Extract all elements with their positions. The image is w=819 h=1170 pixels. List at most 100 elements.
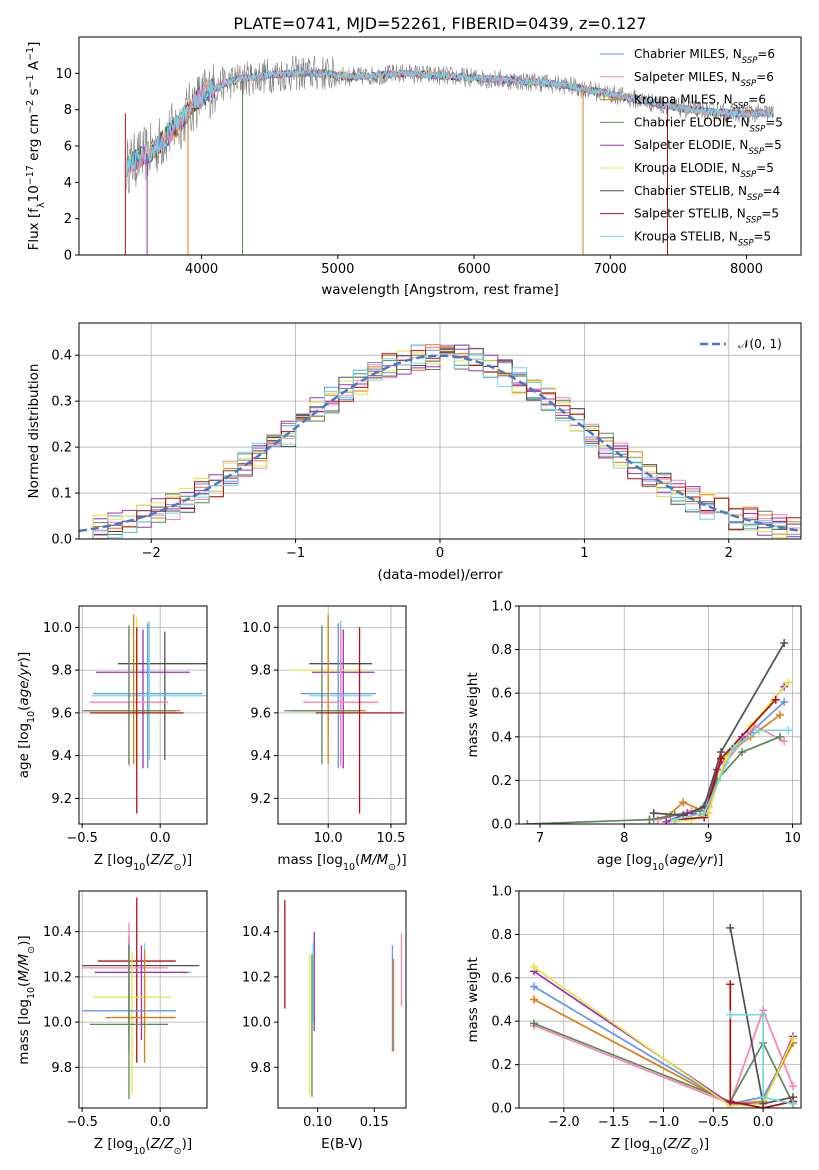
weight-marker-salpeter_stelib: [726, 980, 735, 989]
weight_vs_age-axes: 7 8 9 10 0.0 0.2 0.4 0.6 0.8 1.0: [491, 600, 802, 846]
y-tick-label: 0.4: [51, 349, 72, 364]
y-tick-label: 9.4: [51, 749, 72, 764]
spectrum-frame: [78, 36, 802, 256]
y-tick-label: 0.0: [51, 533, 72, 548]
legend-entry-chabrier_miles: Chabrier MILES, NSSP=6: [634, 47, 775, 66]
x-tick-label: 5000: [321, 262, 354, 277]
gaussian-curve: [79, 354, 801, 533]
weight-marker-kroupa_stelib: [726, 1010, 735, 1019]
weight_vs_age-grid: [519, 605, 801, 825]
x-tick-label: −2: [142, 546, 161, 561]
weight-marker-chabrier_stelib: [649, 809, 658, 818]
weight-line-chabrier_stelib: [653, 642, 785, 817]
weight-marker-chabrier_elodie: [523, 820, 532, 824]
weight-marker-kroupa_stelib: [789, 1099, 798, 1108]
y-tick-label: 2: [64, 212, 72, 227]
mass_vs_Z-axes: −0.5 0.0 9.8 10.0 10.2 10.4: [43, 890, 208, 1130]
y-tick-label: 10.2: [242, 970, 271, 985]
mass_vs_Z-grid: [79, 891, 207, 1108]
weight-marker-chabrier_miles: [529, 982, 538, 991]
y-tick-label: 9.8: [250, 1061, 271, 1076]
weight_vs_Z-frame: [518, 890, 802, 1109]
weight-marker-kroupa_elodie: [529, 962, 538, 971]
weight-vs-age-ylabel: mass weight: [465, 672, 481, 757]
weight-marker-salpeter_miles: [780, 737, 789, 746]
age-vs-Z-ylabel: age [log10(age/yr)]: [16, 652, 37, 778]
legend-entry-gaussian: 𝒩(0, 1): [738, 337, 782, 351]
residuals-plot: [79, 344, 801, 539]
y-tick-label: 9.6: [250, 706, 271, 721]
x-tick-label: −2.0: [548, 1115, 580, 1130]
weight-marker-kroupa_stelib: [784, 726, 793, 735]
y-tick-label: 0.0: [491, 1102, 512, 1117]
legend-entry-kroupa_stelib: Kroupa STELIB, NSSP=5: [634, 229, 771, 248]
weight-marker-chabrier_elodie: [529, 1019, 538, 1028]
x-tick-label: 0.15: [360, 1115, 389, 1130]
residuals-axes: −2 −1 0 1 2 0.0 0.1 0.2 0.3 0.4: [51, 322, 802, 561]
legend-entry-chabrier_stelib: Chabrier STELIB, NSSP=4: [634, 184, 780, 203]
x-tick-label: 7000: [594, 262, 627, 277]
age_vs_Z-frame: [78, 605, 208, 825]
age_vs_mass-grid: [278, 606, 406, 824]
y-tick-label: 0.2: [491, 1058, 512, 1073]
x-tick-label: 8: [620, 831, 628, 846]
y-tick-label: 1.0: [491, 600, 512, 615]
x-tick-label: 7: [536, 831, 544, 846]
y-tick-label: 0.6: [491, 971, 512, 986]
mass_vs_ebv-frame: [277, 890, 407, 1109]
x-tick-label: 0.10: [303, 1115, 332, 1130]
weight-marker-kroupa_elodie: [789, 1034, 798, 1043]
legend-entry-chabrier_elodie: Chabrier ELODIE, NSSP=5: [634, 115, 783, 134]
legend-entry-salpeter_miles: Salpeter MILES, NSSP=6: [634, 70, 774, 89]
legend-entry-kroupa_elodie: Kroupa ELODIE, NSSP=5: [634, 161, 774, 180]
residual-histogram-kroupa_stelib: [79, 353, 801, 539]
age_vs_mass-frame: [277, 605, 407, 825]
y-tick-label: 0.4: [491, 1015, 512, 1030]
age_vs_mass-plot: [284, 614, 404, 814]
weight-marker-salpeter_stelib: [726, 1097, 735, 1106]
x-tick-label: 10: [784, 831, 801, 846]
weight-vs-age-xlabel: age [log10(age/yr)]: [597, 852, 723, 873]
weight-marker-chabrier_stelib: [726, 923, 735, 932]
weight_vs_Z-axes: −2.0 −1.5 −1.0 −0.5 0.0 0.0 0.2 0.4 0.6 0.8 1.0: [491, 885, 802, 1130]
x-tick-label: 0.0: [150, 1115, 171, 1130]
y-tick-label: 0.6: [491, 687, 512, 702]
y-tick-label: 8: [64, 103, 72, 118]
weight-marker-salpeter_stelib: [717, 754, 726, 763]
y-tick-label: 0.8: [491, 643, 512, 658]
x-tick-label: −1.0: [648, 1115, 680, 1130]
mass-vs-ebv-xlabel: E(B-V): [321, 1136, 363, 1152]
x-tick-label: 8000: [730, 262, 763, 277]
x-tick-label: 4000: [185, 262, 218, 277]
y-tick-label: 10.0: [242, 621, 271, 636]
weight-marker-chabrier_elodie: [645, 815, 654, 824]
weight-marker-salpeter_miles: [789, 1082, 798, 1091]
y-tick-label: 0.8: [491, 928, 512, 943]
weight-line-salpeter_miles: [533, 1007, 794, 1105]
legend-entry-salpeter_stelib: Salpeter STELIB, NSSP=5: [634, 207, 779, 226]
y-tick-label: 9.8: [51, 664, 72, 679]
weight-marker-kroupa_elodie: [784, 678, 793, 687]
mass-vs-Z-ylabel: mass [log10(M/M⊙)]: [16, 935, 37, 1064]
weight-marker-kroupa_stelib: [759, 1093, 768, 1102]
x-tick-label: −0.5: [698, 1115, 730, 1130]
residual-legend: 𝒩(0, 1): [700, 337, 782, 351]
mass_vs_ebv-plot: [284, 900, 403, 1097]
spectrum-axes: 4000 5000 6000 7000 8000 0 2 4 6 8 10: [55, 36, 802, 277]
mass_vs_ebv-axes: 0.10 0.15 9.8 10.0 10.2 10.4: [242, 890, 407, 1130]
x-tick-label: 1: [580, 546, 588, 561]
weight-line-salpeter_stelib: [729, 984, 794, 1108]
age_vs_mass-axes: 10.0 10.5 9.2 9.4 9.6 9.8 10.0: [242, 605, 407, 846]
weight-marker-kroupa_stelib: [670, 815, 679, 824]
weight-marker-kroupa_elodie: [687, 815, 696, 824]
weight-marker-kroupa_stelib: [729, 743, 738, 752]
residual-histogram-salpeter_stelib: [79, 350, 801, 539]
y-tick-label: 9.8: [51, 1061, 72, 1076]
y-tick-label: 10.4: [242, 925, 271, 940]
spectrum-ylabel: Flux [fλ10−17 erg cm−2 s−1 A−1]: [25, 42, 47, 251]
x-tick-label: 0.0: [150, 831, 171, 846]
weight_vs_age-plot: [523, 639, 793, 824]
weight-vs-Z-ylabel: mass weight: [465, 957, 481, 1042]
x-tick-label: 9: [704, 831, 712, 846]
